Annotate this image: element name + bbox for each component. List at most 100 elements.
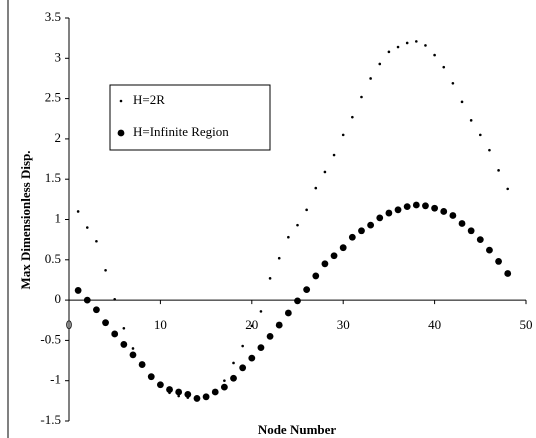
scatter-point bbox=[138, 361, 146, 368]
scatter-point bbox=[104, 268, 107, 272]
scatter-point bbox=[479, 133, 482, 137]
scatter-point bbox=[268, 277, 272, 280]
scatter-point bbox=[367, 221, 375, 229]
scatter-point bbox=[341, 133, 345, 137]
y-tick-label: 2.5 bbox=[45, 90, 61, 105]
scatter-point bbox=[129, 351, 137, 359]
scatter-point bbox=[394, 206, 402, 214]
scatter-point bbox=[486, 246, 493, 254]
scatter-point bbox=[250, 324, 254, 328]
y-tick-label: 3.5 bbox=[45, 9, 61, 24]
legend-marker bbox=[119, 99, 123, 103]
legend-label: H=2R bbox=[133, 92, 165, 107]
scatter-point bbox=[460, 100, 464, 104]
scatter-point bbox=[321, 260, 329, 268]
scatter-point bbox=[506, 187, 510, 191]
scatter-point bbox=[358, 227, 365, 235]
x-tick-label: 30 bbox=[337, 317, 350, 332]
x-tick-label: 20 bbox=[245, 317, 258, 332]
scatter-point bbox=[83, 296, 91, 304]
scatter-point bbox=[177, 394, 180, 398]
scatter-point bbox=[257, 344, 265, 352]
legend-label: H=Infinite Region bbox=[133, 124, 229, 139]
scatter-point bbox=[95, 239, 98, 243]
y-tick-label: -0.5 bbox=[40, 331, 61, 346]
scatter-point bbox=[497, 169, 500, 172]
scatter-point bbox=[403, 203, 411, 211]
scatter-point bbox=[85, 226, 89, 229]
scatter-point bbox=[74, 287, 82, 294]
scatter-point bbox=[303, 286, 311, 294]
scatter-point bbox=[433, 53, 436, 57]
scatter-point bbox=[184, 391, 192, 398]
y-tick-label: 1.5 bbox=[45, 170, 61, 185]
scatter-point bbox=[415, 40, 418, 43]
scatter-point bbox=[294, 297, 301, 305]
scatter-point bbox=[314, 186, 318, 190]
scatter-point bbox=[431, 204, 438, 212]
scatter-point bbox=[239, 364, 247, 372]
scatter-point bbox=[266, 332, 274, 340]
scatter-point bbox=[312, 272, 320, 280]
scatter-point bbox=[387, 50, 391, 54]
scatter-point bbox=[458, 220, 466, 227]
x-axis-title: Node Number bbox=[258, 422, 337, 437]
scatter-point bbox=[102, 319, 109, 327]
scatter-point bbox=[220, 383, 228, 391]
y-axis-title: Max Dimensionless Disp. bbox=[18, 150, 33, 289]
y-tick-label: 3 bbox=[55, 49, 62, 64]
scatter-point bbox=[277, 256, 281, 260]
scatter-point bbox=[451, 81, 455, 85]
y-tick-label: 0.5 bbox=[45, 251, 61, 266]
scatter-point bbox=[449, 212, 457, 219]
legend-marker bbox=[117, 129, 125, 137]
legend-box bbox=[109, 84, 271, 151]
y-tick-label: -1.5 bbox=[40, 412, 61, 427]
x-tick-label: 40 bbox=[428, 317, 441, 332]
scatter-point bbox=[369, 77, 372, 80]
scatter-point bbox=[440, 208, 448, 215]
scatter-point bbox=[259, 310, 263, 313]
scatter-point bbox=[422, 202, 429, 210]
scatter-point bbox=[248, 354, 256, 362]
scatter-point bbox=[323, 170, 327, 174]
scatter-point bbox=[405, 41, 409, 45]
scatter-point bbox=[175, 388, 183, 396]
scatter-point bbox=[396, 45, 400, 49]
scatter-point bbox=[166, 386, 173, 393]
scatter-point bbox=[360, 95, 363, 99]
scatter-point bbox=[495, 258, 502, 265]
scatter-point bbox=[424, 44, 427, 47]
scatter-point bbox=[111, 330, 119, 338]
scatter-point bbox=[330, 252, 338, 260]
scatter-point bbox=[442, 65, 446, 69]
scatter-point bbox=[385, 209, 393, 217]
scatter-point bbox=[305, 208, 308, 212]
scatter-point bbox=[469, 119, 473, 122]
scatter-point bbox=[284, 309, 292, 317]
scatter-point bbox=[202, 393, 210, 401]
scatter-point bbox=[223, 379, 226, 383]
scatter-point bbox=[93, 306, 100, 314]
scatter-point bbox=[467, 227, 475, 235]
scatter-point bbox=[476, 236, 484, 244]
x-tick-label: 10 bbox=[154, 317, 167, 332]
scatter-point bbox=[193, 395, 201, 402]
x-tick-label: 50 bbox=[520, 317, 533, 332]
scatter-point bbox=[296, 223, 299, 227]
scatter-point bbox=[113, 297, 116, 301]
scatter-point bbox=[376, 214, 384, 222]
scatter-point bbox=[378, 62, 382, 66]
scatter-point bbox=[120, 341, 128, 348]
scatter-point bbox=[147, 373, 155, 381]
scatter-point bbox=[157, 381, 164, 389]
scatter-point bbox=[122, 327, 126, 330]
scatter-point bbox=[241, 344, 244, 348]
y-tick-label: -1 bbox=[50, 372, 61, 387]
y-tick-label: 1 bbox=[55, 210, 62, 225]
scatter-point bbox=[332, 153, 336, 157]
scatter-point bbox=[488, 148, 491, 152]
scatter-point bbox=[232, 361, 235, 365]
scatter-point bbox=[230, 374, 237, 382]
